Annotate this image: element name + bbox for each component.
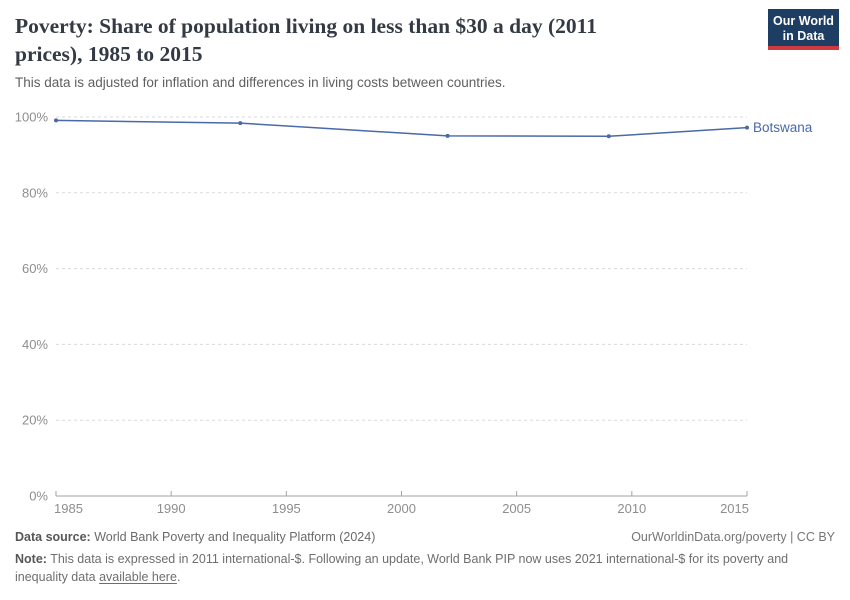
series-line	[55, 119, 748, 138]
data-point	[445, 133, 450, 138]
available-here-link[interactable]: available here	[99, 569, 177, 584]
y-tick-label: 100%	[15, 110, 49, 125]
x-tick-label: 2015	[720, 501, 749, 516]
entity-label: Botswana	[753, 120, 813, 135]
y-tick-label: 20%	[22, 413, 48, 428]
page-title-line2: prices), 1985 to 2015	[15, 42, 203, 66]
data-point	[606, 134, 611, 139]
data-point	[54, 118, 58, 123]
x-tick-label: 1990	[157, 501, 186, 516]
datasource-text: World Bank Poverty and Inequality Platfo…	[90, 530, 376, 544]
page-title: Poverty: Share of population living on l…	[15, 12, 597, 68]
page-title-line1: Poverty: Share of population living on l…	[15, 14, 597, 38]
x-tick-label: 2000	[387, 501, 416, 516]
x-tick-label: 2005	[502, 501, 531, 516]
note-row: Note: This data is expressed in 2011 int…	[15, 551, 837, 586]
note-label: Note:	[15, 552, 47, 566]
y-tick-label: 40%	[22, 337, 48, 352]
x-tick-label: 1995	[272, 501, 301, 516]
rights-text: OurWorldinData.org/poverty | CC BY	[631, 530, 835, 544]
data-point	[238, 121, 243, 126]
datasource-row: Data source: World Bank Poverty and Ineq…	[15, 530, 835, 544]
chart-subtitle: This data is adjusted for inflation and …	[15, 75, 506, 90]
y-tick-label: 80%	[22, 185, 48, 200]
y-tick-label: 60%	[22, 261, 48, 276]
y-tick-label: 0%	[29, 489, 48, 504]
owid-logo-line2: in Data	[782, 29, 825, 43]
x-tick-label: 2010	[617, 501, 646, 516]
datasource-label: Data source:	[15, 530, 91, 544]
note-period: .	[176, 569, 181, 584]
x-tick-label: 1985	[54, 501, 83, 516]
note-text: This data is expressed in 2011 internati…	[15, 552, 789, 584]
owid-logo: Our World in Data	[768, 9, 839, 50]
owid-logo-line1: Our World	[773, 14, 834, 28]
data-point	[745, 125, 749, 130]
